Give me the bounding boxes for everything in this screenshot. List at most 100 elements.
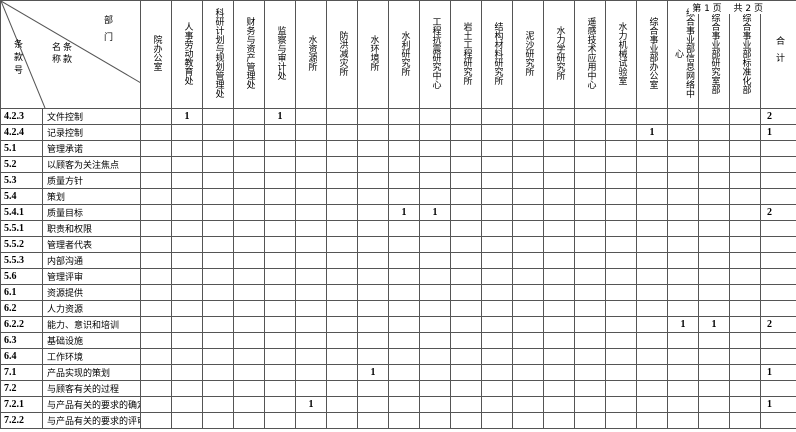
dept-cell (481, 316, 513, 333)
dept-name: 遥感技术应用中心 (585, 17, 596, 89)
dept-header: 综合事业部信息网络中心 (667, 0, 699, 109)
dept-cell (667, 284, 699, 301)
dept-cell (357, 380, 389, 397)
dept-cell (388, 188, 420, 205)
dept-cell (450, 236, 482, 253)
dept-cell (233, 140, 265, 157)
dept-cell (450, 412, 482, 429)
dept-cell (295, 268, 327, 285)
dept-cell (729, 316, 761, 333)
dept-cell (295, 252, 327, 269)
dept-cell (543, 348, 575, 365)
clause-row: 5.4.1 质量目标 1 1 2 (0, 204, 796, 221)
dept-cell (636, 396, 668, 413)
clause-row: 6.3 基础设施 (0, 332, 796, 349)
dept-cell (140, 124, 172, 141)
dept-cell (543, 412, 575, 429)
dept-cell (481, 108, 513, 125)
dept-cell (605, 348, 637, 365)
dept-cell (326, 156, 358, 173)
dept-cell (512, 348, 544, 365)
dept-cell (264, 316, 296, 333)
dept-cell (574, 396, 606, 413)
dept-cell (450, 140, 482, 157)
dept-cell (605, 172, 637, 189)
dept-header: 人事劳动教育处 (171, 0, 203, 109)
dept-cell (543, 284, 575, 301)
dept-cell (233, 172, 265, 189)
dept-cell: 1 (636, 124, 668, 141)
dept-cell (388, 380, 420, 397)
dept-cell (636, 316, 668, 333)
dept-cell (140, 300, 172, 317)
dept-cell (512, 364, 544, 381)
dept-cell (636, 140, 668, 157)
clause-no-label: 条款号 (12, 39, 22, 78)
dept-cell (636, 268, 668, 285)
dept-cell (295, 124, 327, 141)
total-cell (760, 268, 796, 285)
dept-cell (171, 412, 203, 429)
dept-name: 综合事业部标准化部 (740, 12, 751, 94)
dept-cell (419, 252, 451, 269)
dept-cell (605, 252, 637, 269)
clause-name: 策划 (42, 188, 141, 205)
dept-cell (574, 172, 606, 189)
dept-cell (171, 284, 203, 301)
dept-cell (419, 332, 451, 349)
dept-cell (419, 348, 451, 365)
total-cell (760, 412, 796, 429)
dept-cell (481, 348, 513, 365)
dept-cell (574, 332, 606, 349)
dept-cell (140, 284, 172, 301)
dept-cell (140, 140, 172, 157)
total-value: 1 (767, 367, 772, 378)
dept-name: 防洪减灾所 (337, 30, 348, 76)
dept-cell (357, 268, 389, 285)
dept-cell (698, 236, 730, 253)
dept-cell (264, 364, 296, 381)
dept-cell (574, 156, 606, 173)
dept-cell (388, 316, 420, 333)
dept-name: 水利研究所 (399, 30, 410, 76)
dept-cell (574, 204, 606, 221)
total-label: 合计 (774, 36, 784, 70)
dept-cell (140, 204, 172, 221)
dept-header: 院办公室 (140, 0, 172, 109)
clause-no: 5.5.3 (0, 252, 43, 269)
clause-row: 4.2.3 文件控制 1 1 2 (0, 108, 796, 125)
dept-cell (171, 268, 203, 285)
dept-cell (388, 268, 420, 285)
dept-cell (543, 252, 575, 269)
dept-cell (419, 172, 451, 189)
dept-cell (450, 396, 482, 413)
dept-header: 科研计划与规划管理处 (202, 0, 234, 109)
dept-cell (326, 300, 358, 317)
dept-cell (698, 284, 730, 301)
clause-row: 5.6 管理评审 (0, 268, 796, 285)
dept-cell (388, 108, 420, 125)
dept-header: 遥感技术应用中心 (574, 0, 606, 109)
dept-cell (202, 268, 234, 285)
dept-cell (636, 380, 668, 397)
dept-cell (295, 156, 327, 173)
dept-cell (295, 412, 327, 429)
dept-cell (388, 332, 420, 349)
dept-cell (295, 364, 327, 381)
dept-cell (388, 172, 420, 189)
clause-no: 7.2 (0, 380, 43, 397)
dept-cell (729, 300, 761, 317)
dept-cell (140, 412, 172, 429)
dept-name: 泥沙研究所 (523, 30, 534, 76)
dept-cell (729, 284, 761, 301)
dept-cell (264, 396, 296, 413)
dept-cell (698, 412, 730, 429)
dept-cell (202, 380, 234, 397)
dept-cell (450, 124, 482, 141)
clause-no: 5.5.1 (0, 220, 43, 237)
dept-cell (636, 188, 668, 205)
dept-cell (233, 412, 265, 429)
dept-cell (512, 380, 544, 397)
clause-name: 职责和权限 (42, 220, 141, 237)
page-label: 第 1 页 共 2 页 (689, 1, 766, 14)
